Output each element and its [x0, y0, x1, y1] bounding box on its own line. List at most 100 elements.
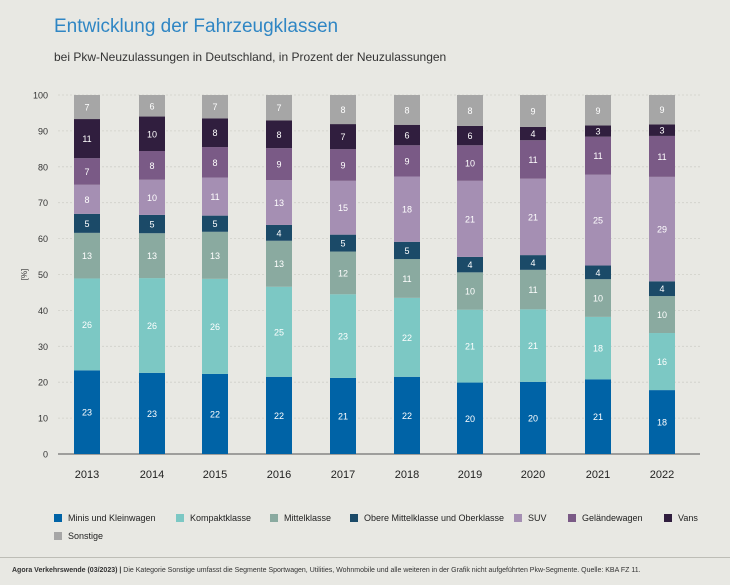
- bar-segment: [394, 95, 420, 125]
- bar-segment: [394, 259, 420, 298]
- bar-segment: [520, 140, 546, 179]
- data-label: 29: [657, 225, 667, 235]
- data-label: 26: [210, 322, 220, 332]
- data-label: 13: [274, 259, 284, 269]
- bar-segment: [585, 95, 611, 126]
- data-label: 13: [274, 198, 284, 208]
- bar-segment: [520, 95, 546, 127]
- legend-label: Minis und Kleinwagen: [68, 513, 156, 523]
- data-label: 5: [404, 246, 409, 256]
- data-label: 5: [84, 219, 89, 229]
- data-label: 11: [210, 192, 219, 202]
- x-tick-label: 2019: [458, 469, 482, 481]
- x-tick-label: 2021: [586, 469, 610, 481]
- bar-segment: [330, 234, 356, 252]
- data-label: 6: [404, 131, 409, 141]
- data-label: 4: [467, 260, 472, 270]
- y-tick-label: 20: [38, 378, 48, 388]
- bar-segment: [330, 180, 356, 235]
- legend-item: SUV: [514, 513, 547, 523]
- bar-segment: [649, 333, 675, 391]
- bar-segment: [649, 390, 675, 454]
- data-label: 21: [338, 411, 348, 421]
- y-axis-label: [%]: [20, 269, 29, 281]
- bar-segment: [520, 309, 546, 382]
- source-note: Agora Verkehrswende (03/2023) | Die Kate…: [12, 567, 641, 574]
- bar-segment: [330, 124, 356, 150]
- bar-segment: [394, 297, 420, 377]
- y-tick-label: 90: [38, 126, 48, 136]
- data-label: 18: [657, 418, 667, 428]
- bar-segment: [394, 241, 420, 260]
- data-label: 10: [147, 193, 157, 203]
- bar-segment: [520, 126, 546, 141]
- legend-label: Kompaktklasse: [190, 513, 252, 523]
- bar-segment: [202, 147, 228, 178]
- data-label: 26: [147, 321, 157, 331]
- bar-segment: [139, 95, 165, 117]
- legend-label: Geländewagen: [582, 513, 643, 523]
- legend-item: Mittelklasse: [270, 513, 331, 523]
- data-label: 8: [276, 130, 281, 140]
- y-tick-label: 0: [43, 450, 48, 460]
- bar-segment: [202, 231, 228, 279]
- data-label: 10: [147, 129, 157, 139]
- bar-segment: [266, 376, 292, 454]
- legend-item: Geländewagen: [568, 513, 643, 523]
- bar-segment: [457, 272, 483, 310]
- bar-segment: [457, 180, 483, 257]
- data-label: 11: [528, 285, 537, 295]
- legend-swatch: [54, 514, 62, 522]
- bar-segment: [266, 148, 292, 181]
- source-credit: Agora Verkehrswende (03/2023) |: [12, 567, 122, 574]
- data-label: 6: [149, 101, 154, 111]
- data-label: 9: [595, 106, 600, 116]
- data-label: 26: [82, 320, 92, 330]
- bar-segment: [585, 125, 611, 137]
- bar-segment: [457, 256, 483, 273]
- legend-label: Mittelklasse: [284, 513, 332, 523]
- data-label: 5: [149, 220, 154, 230]
- data-label: 25: [274, 327, 284, 337]
- legend-item: Obere Mittelklasse und Oberklasse: [350, 513, 504, 523]
- bar-segment: [139, 233, 165, 279]
- bar-segment: [649, 135, 675, 177]
- data-label: 11: [593, 151, 602, 161]
- x-tick-label: 2014: [140, 469, 164, 481]
- y-tick-label: 70: [38, 198, 48, 208]
- data-label: 10: [593, 294, 603, 304]
- legend-swatch: [350, 514, 358, 522]
- data-label: 8: [84, 195, 89, 205]
- data-label: 22: [210, 409, 220, 419]
- y-tick-label: 80: [38, 162, 48, 172]
- y-tick-label: 40: [38, 306, 48, 316]
- bar-segment: [266, 286, 292, 377]
- data-label: 9: [340, 161, 345, 171]
- bar-segment: [266, 240, 292, 287]
- legend-label: Vans: [678, 513, 698, 523]
- legend-swatch: [176, 514, 184, 522]
- bar-segment: [330, 251, 356, 295]
- data-label: 13: [147, 251, 157, 261]
- data-label: 13: [82, 251, 92, 261]
- legend-swatch: [568, 514, 576, 522]
- bar-segment: [457, 95, 483, 126]
- data-label: 7: [340, 132, 345, 142]
- legend-label: SUV: [528, 513, 547, 523]
- data-label: 25: [593, 216, 603, 226]
- bar-segment: [74, 370, 100, 454]
- data-label: 22: [402, 411, 412, 421]
- bar-segment: [330, 95, 356, 125]
- data-label: 10: [465, 287, 475, 297]
- bar-segment: [74, 95, 100, 120]
- bar-segment: [649, 124, 675, 136]
- legend-label: Sonstige: [68, 531, 104, 541]
- legend-swatch: [664, 514, 672, 522]
- bar-segment: [585, 379, 611, 454]
- data-label: 23: [147, 409, 157, 419]
- data-label: 5: [212, 219, 217, 229]
- chart-subtitle: bei Pkw-Neuzulassungen in Deutschland, i…: [54, 50, 447, 64]
- bar-segment: [649, 176, 675, 282]
- x-tick-label: 2015: [203, 469, 227, 481]
- data-label: 8: [404, 105, 409, 115]
